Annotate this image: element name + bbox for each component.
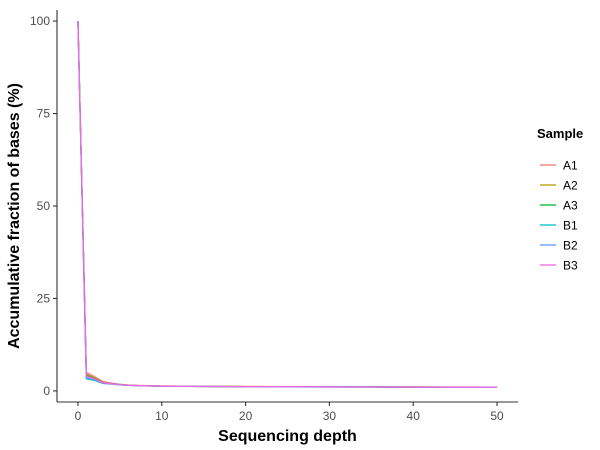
legend-label-a1: A1 — [563, 159, 578, 173]
series-line-b2 — [77, 21, 498, 388]
legend-items: A1 A2 A3 B1 B2 B3 — [540, 159, 578, 273]
x-tick-label: 0 — [75, 409, 82, 423]
series-line-a1 — [77, 21, 498, 388]
legend-title: Sample — [537, 126, 583, 141]
series-layer — [77, 21, 498, 388]
series-line-b3 — [77, 21, 498, 388]
x-tick-label: 30 — [323, 409, 337, 423]
x-tick-label: 10 — [155, 409, 169, 423]
x-ticks: 0 10 20 30 40 50 — [75, 402, 504, 423]
y-axis-title: Accumulative fraction of bases (%) — [6, 83, 23, 349]
x-axis-title: Sequencing depth — [218, 428, 357, 445]
x-tick-label: 50 — [490, 409, 504, 423]
y-tick-label: 100 — [30, 14, 50, 28]
series-line-a3 — [77, 21, 498, 388]
legend-label-a3: A3 — [563, 199, 578, 213]
legend-label-a2: A2 — [563, 179, 578, 193]
y-tick-label: 75 — [37, 107, 51, 121]
y-ticks: 0 25 50 75 100 — [30, 14, 57, 398]
series-line-a2 — [77, 21, 498, 388]
x-tick-label: 40 — [407, 409, 421, 423]
x-tick-label: 20 — [239, 409, 253, 423]
legend-label-b2: B2 — [563, 239, 578, 253]
y-tick-label: 50 — [37, 199, 51, 213]
y-tick-label: 25 — [37, 291, 51, 305]
legend: Sample A1 A2 A3 B1 B2 B3 — [537, 126, 583, 273]
legend-label-b1: B1 — [563, 219, 578, 233]
series-line-b1 — [77, 21, 498, 388]
legend-label-b3: B3 — [563, 259, 578, 273]
y-tick-label: 0 — [43, 384, 50, 398]
